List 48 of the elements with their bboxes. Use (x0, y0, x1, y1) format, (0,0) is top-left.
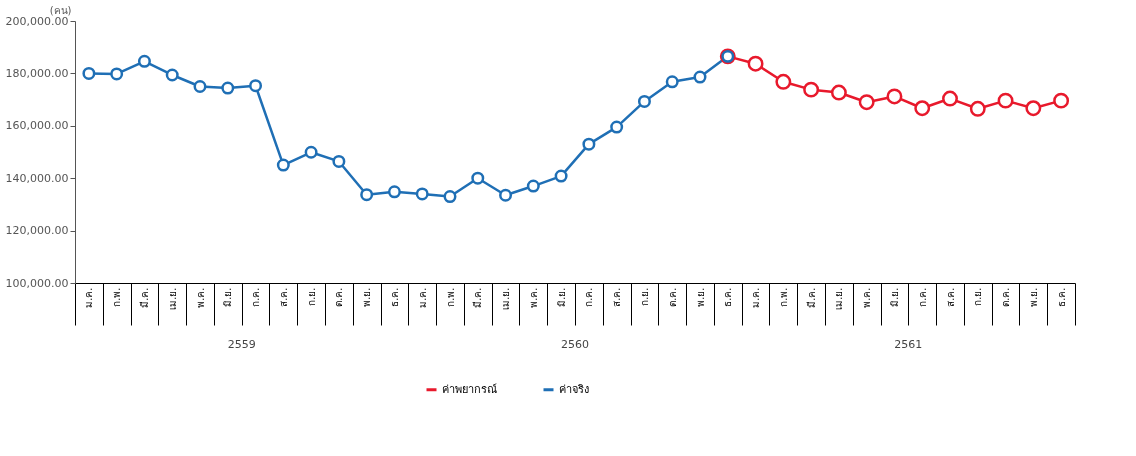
x-tick-label: เม.ย. (500, 287, 512, 310)
x-tick-label: ม.ค. (416, 287, 428, 308)
x-tick-label: ก.พ. (111, 287, 123, 307)
x-tick-label: ธ.ค. (1055, 287, 1067, 307)
y-tick-label: 200,000.00 (5, 14, 69, 28)
x-tick-label: มิ.ย. (888, 287, 900, 307)
x-tick-label: ก.ย. (638, 287, 650, 306)
x-tick-label: ก.พ. (444, 287, 456, 307)
x-tick-label: มี.ค. (138, 287, 150, 308)
x-tick-label: ธ.ค. (388, 287, 400, 307)
x-tick-label: พ.ย. (1027, 287, 1039, 307)
x-tick-label: ก.ค. (250, 287, 262, 307)
legend-label: ค่าพยากรณ์ (442, 382, 497, 396)
y-axis-title: (คน) (49, 4, 72, 16)
x-tick-label: ม.ค. (83, 287, 95, 308)
x-tick-label: มี.ค. (472, 287, 484, 308)
x-tick-label: มิ.ย. (222, 287, 234, 307)
x-tick-label: ต.ค. (1000, 287, 1012, 307)
y-tick-label: 120,000.00 (5, 224, 69, 238)
x-tick-label: เม.ย. (166, 287, 178, 310)
x-tick-label: ส.ค. (944, 287, 956, 307)
x-tick-label: มี.ค. (805, 287, 817, 308)
x-tick-label: ต.ค. (333, 287, 345, 307)
y-tick-label: 100,000.00 (5, 276, 69, 290)
x-tick-label: พ.ค. (194, 287, 206, 308)
x-tick-label: พ.ย. (694, 287, 706, 307)
legend-label: ค่าจริง (559, 382, 589, 396)
x-tick-label: มิ.ย. (555, 287, 567, 307)
x-tick-label: ส.ค. (611, 287, 623, 307)
x-tick-label: เม.ย. (833, 287, 845, 310)
x-tick-label: ต.ค. (666, 287, 678, 307)
x-tick-label: ก.ค. (583, 287, 595, 307)
x-tick-label: ธ.ค. (722, 287, 734, 307)
x-tick-label: ก.พ. (777, 287, 789, 307)
x-tick-label: ก.ย. (305, 287, 317, 306)
x-tick-label: ม.ค. (750, 287, 762, 308)
x-tick-label: ก.ย. (972, 287, 984, 306)
text: 2560 (561, 338, 589, 351)
x-tick-label: ส.ค. (277, 287, 289, 307)
x-tick-label: ก.ค. (916, 287, 928, 307)
text: 2561 (894, 338, 923, 351)
y-tick-label: 180,000.00 (5, 66, 69, 80)
y-tick-label: 160,000.00 (5, 119, 69, 133)
x-tick-label: พ.ค. (527, 287, 539, 308)
x-tick-label: พ.ค. (861, 287, 873, 308)
text: 2559 (227, 338, 256, 351)
y-tick-label: 140,000.00 (5, 171, 69, 185)
x-tick-label: พ.ย. (361, 287, 373, 307)
